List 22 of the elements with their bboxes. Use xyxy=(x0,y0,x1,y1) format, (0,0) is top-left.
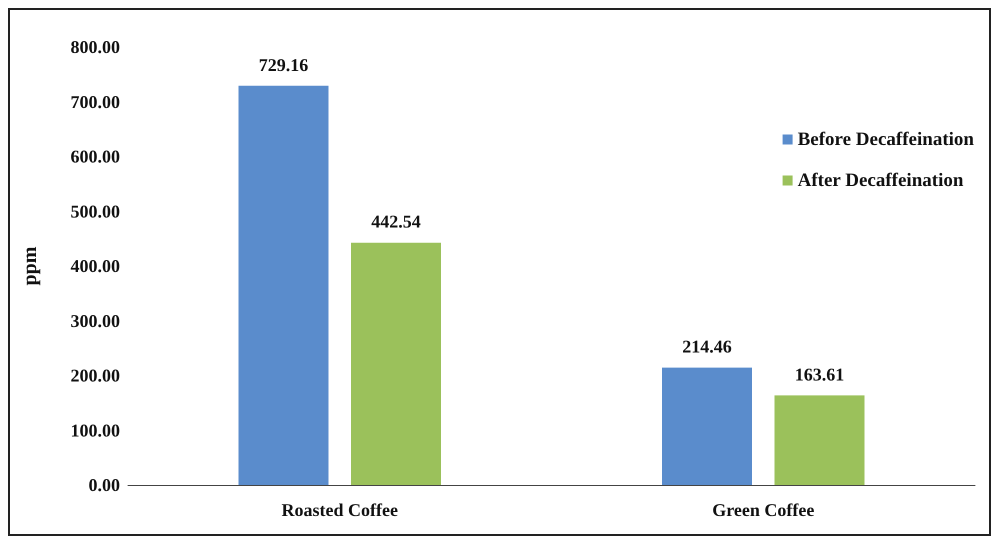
y-tick-label: 100.00 xyxy=(70,420,120,440)
data-label: 442.54 xyxy=(371,212,421,232)
y-tick-label: 700.00 xyxy=(70,92,120,112)
x-tick-label: Roasted Coffee xyxy=(282,500,398,520)
y-tick-label: 300.00 xyxy=(70,310,120,331)
legend-label: Before Decaffeination xyxy=(798,129,974,150)
data-label: 729.16 xyxy=(258,54,308,75)
y-tick-label: 0.00 xyxy=(88,475,120,495)
y-tick-label: 400.00 xyxy=(70,256,120,276)
bar xyxy=(662,368,752,485)
x-tick-label: Green Coffee xyxy=(712,500,814,520)
bar xyxy=(238,86,328,485)
legend-label: After Decaffeination xyxy=(798,170,964,191)
data-label: 163.61 xyxy=(794,364,844,384)
data-label: 214.46 xyxy=(682,336,732,357)
y-axis-title: ppm xyxy=(19,246,41,286)
y-tick-label: 500.00 xyxy=(70,201,120,222)
y-tick-label: 800.00 xyxy=(70,37,120,57)
bar xyxy=(774,395,864,485)
y-tick-label: 200.00 xyxy=(70,366,120,386)
y-tick-label: 600.00 xyxy=(70,146,120,166)
bar xyxy=(351,242,441,485)
